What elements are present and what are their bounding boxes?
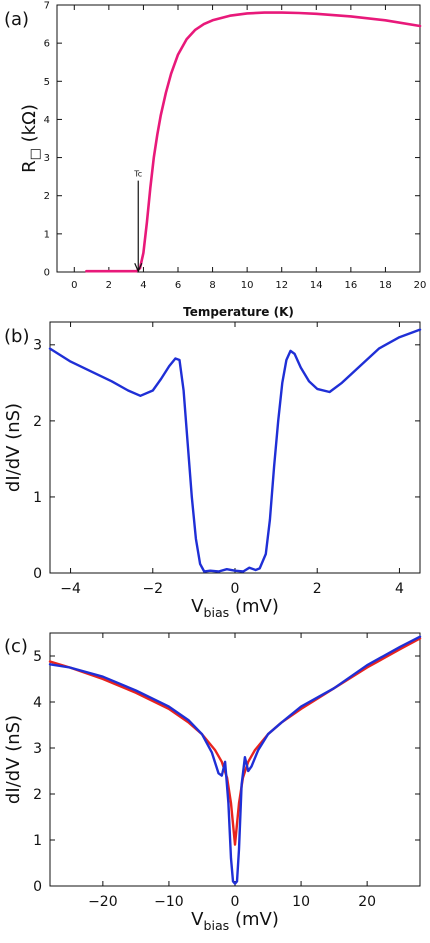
y-tick-label: 4 [33, 695, 42, 711]
x-tick-label: 20 [358, 894, 376, 910]
panel-a: (a)0 2 4 6 8 10 12 14 16 18 2001234567Temperature … [4, 1, 426, 320]
y-tick-label: 3 [33, 338, 42, 354]
x-tick-label: −10 [154, 894, 184, 910]
tc-annotation-label: Tc [133, 170, 142, 179]
series-line-1 [85, 11, 422, 273]
y-tick-label: 5 [44, 77, 50, 88]
y-tick-label: 0 [33, 879, 42, 895]
panel-label: (b) [4, 326, 29, 347]
y-tick-label: 0 [33, 566, 42, 582]
x-tick-label: 12 [275, 280, 288, 291]
y-tick-label: 0 [44, 268, 50, 279]
x-tick-label: 4 [140, 280, 146, 291]
y-tick-label: 2 [44, 191, 50, 202]
y-axis-label: R□ (kΩ) [19, 104, 43, 173]
x-tick-label: 4 [395, 581, 404, 597]
y-tick-label: 4 [44, 115, 50, 126]
x-axis-label: Vbias (mV) [191, 909, 279, 933]
y-tick-label: 5 [33, 649, 42, 665]
plot-frame [49, 632, 421, 887]
x-tick-label: −2 [142, 581, 163, 597]
x-tick-label: 0 [231, 894, 240, 910]
x-tick-label: 18 [379, 280, 392, 291]
y-tick-label: 1 [33, 490, 42, 506]
panel-c: (c) −20 −10 0 10 20 0 1 2 3 4 5 Vbias (mV) dI/dV (nS) [3, 632, 422, 933]
series-line-1 [48, 637, 422, 846]
x-tick-label: 2 [313, 581, 322, 597]
plot-frame [49, 321, 421, 574]
y-axis-label: dI/dV (nS) [3, 715, 24, 804]
plot-frame [56, 4, 421, 273]
x-tick-label: 0 [71, 280, 77, 291]
y-axis-label-unit: (kΩ) [19, 104, 40, 148]
y-tick-label: 6 [44, 39, 50, 50]
series-line-2 [48, 635, 422, 885]
x-axis-label-sub: bias [203, 605, 229, 620]
x-axis-label-main: V [191, 909, 204, 930]
x-tick-label: 0 [231, 581, 240, 597]
x-tick-label: 10 [292, 894, 310, 910]
y-tick-label: 1 [33, 833, 42, 849]
x-tick-label: −20 [88, 894, 118, 910]
x-tick-label: 8 [209, 280, 215, 291]
y-axis-label-main: R [19, 160, 40, 173]
y-tick-label: 3 [44, 153, 50, 164]
y-tick-label: 3 [33, 741, 42, 757]
x-axis-label-unit: (mV) [229, 596, 279, 617]
x-tick-label: 2 [106, 280, 112, 291]
y-tick-label: 2 [33, 787, 42, 803]
y-axis-label: dI/dV (nS) [3, 403, 24, 492]
y-axis-label-sub: □ [28, 148, 43, 160]
x-axis-label-unit: (mV) [229, 909, 279, 930]
x-tick-label: −4 [60, 581, 81, 597]
x-axis-label: Temperature (K) [183, 305, 294, 319]
panel-label: (a) [4, 9, 29, 30]
x-tick-label: 6 [175, 280, 181, 291]
x-axis-label-sub: bias [203, 918, 229, 933]
series-line-1 [48, 328, 422, 573]
x-tick-label: 16 [344, 280, 357, 291]
panel-b: (b) −4 −2 0 2 4 0 1 2 3 Vbias (mV) dI/dV (nS) [3, 321, 422, 620]
x-axis-label: Vbias (mV) [191, 596, 279, 620]
panel-label: (c) [4, 636, 28, 657]
y-tick-label: 2 [33, 414, 42, 430]
x-axis-label-main: V [191, 596, 204, 617]
y-tick-label: 7 [44, 1, 50, 12]
tc-arrow-head [134, 262, 143, 273]
x-tick-label: 10 [241, 280, 254, 291]
y-tick-label: 1 [44, 229, 50, 240]
x-tick-label: 14 [310, 280, 323, 291]
x-tick-label: 20 [414, 280, 427, 291]
